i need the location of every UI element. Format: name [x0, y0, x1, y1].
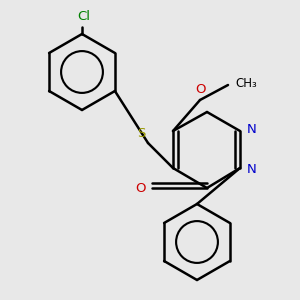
Text: O: O — [195, 83, 205, 96]
Text: N: N — [247, 123, 256, 136]
Text: S: S — [137, 127, 146, 140]
Text: Cl: Cl — [77, 11, 90, 23]
Text: CH₃: CH₃ — [236, 77, 257, 90]
Text: O: O — [136, 182, 146, 194]
Text: N: N — [247, 163, 256, 176]
